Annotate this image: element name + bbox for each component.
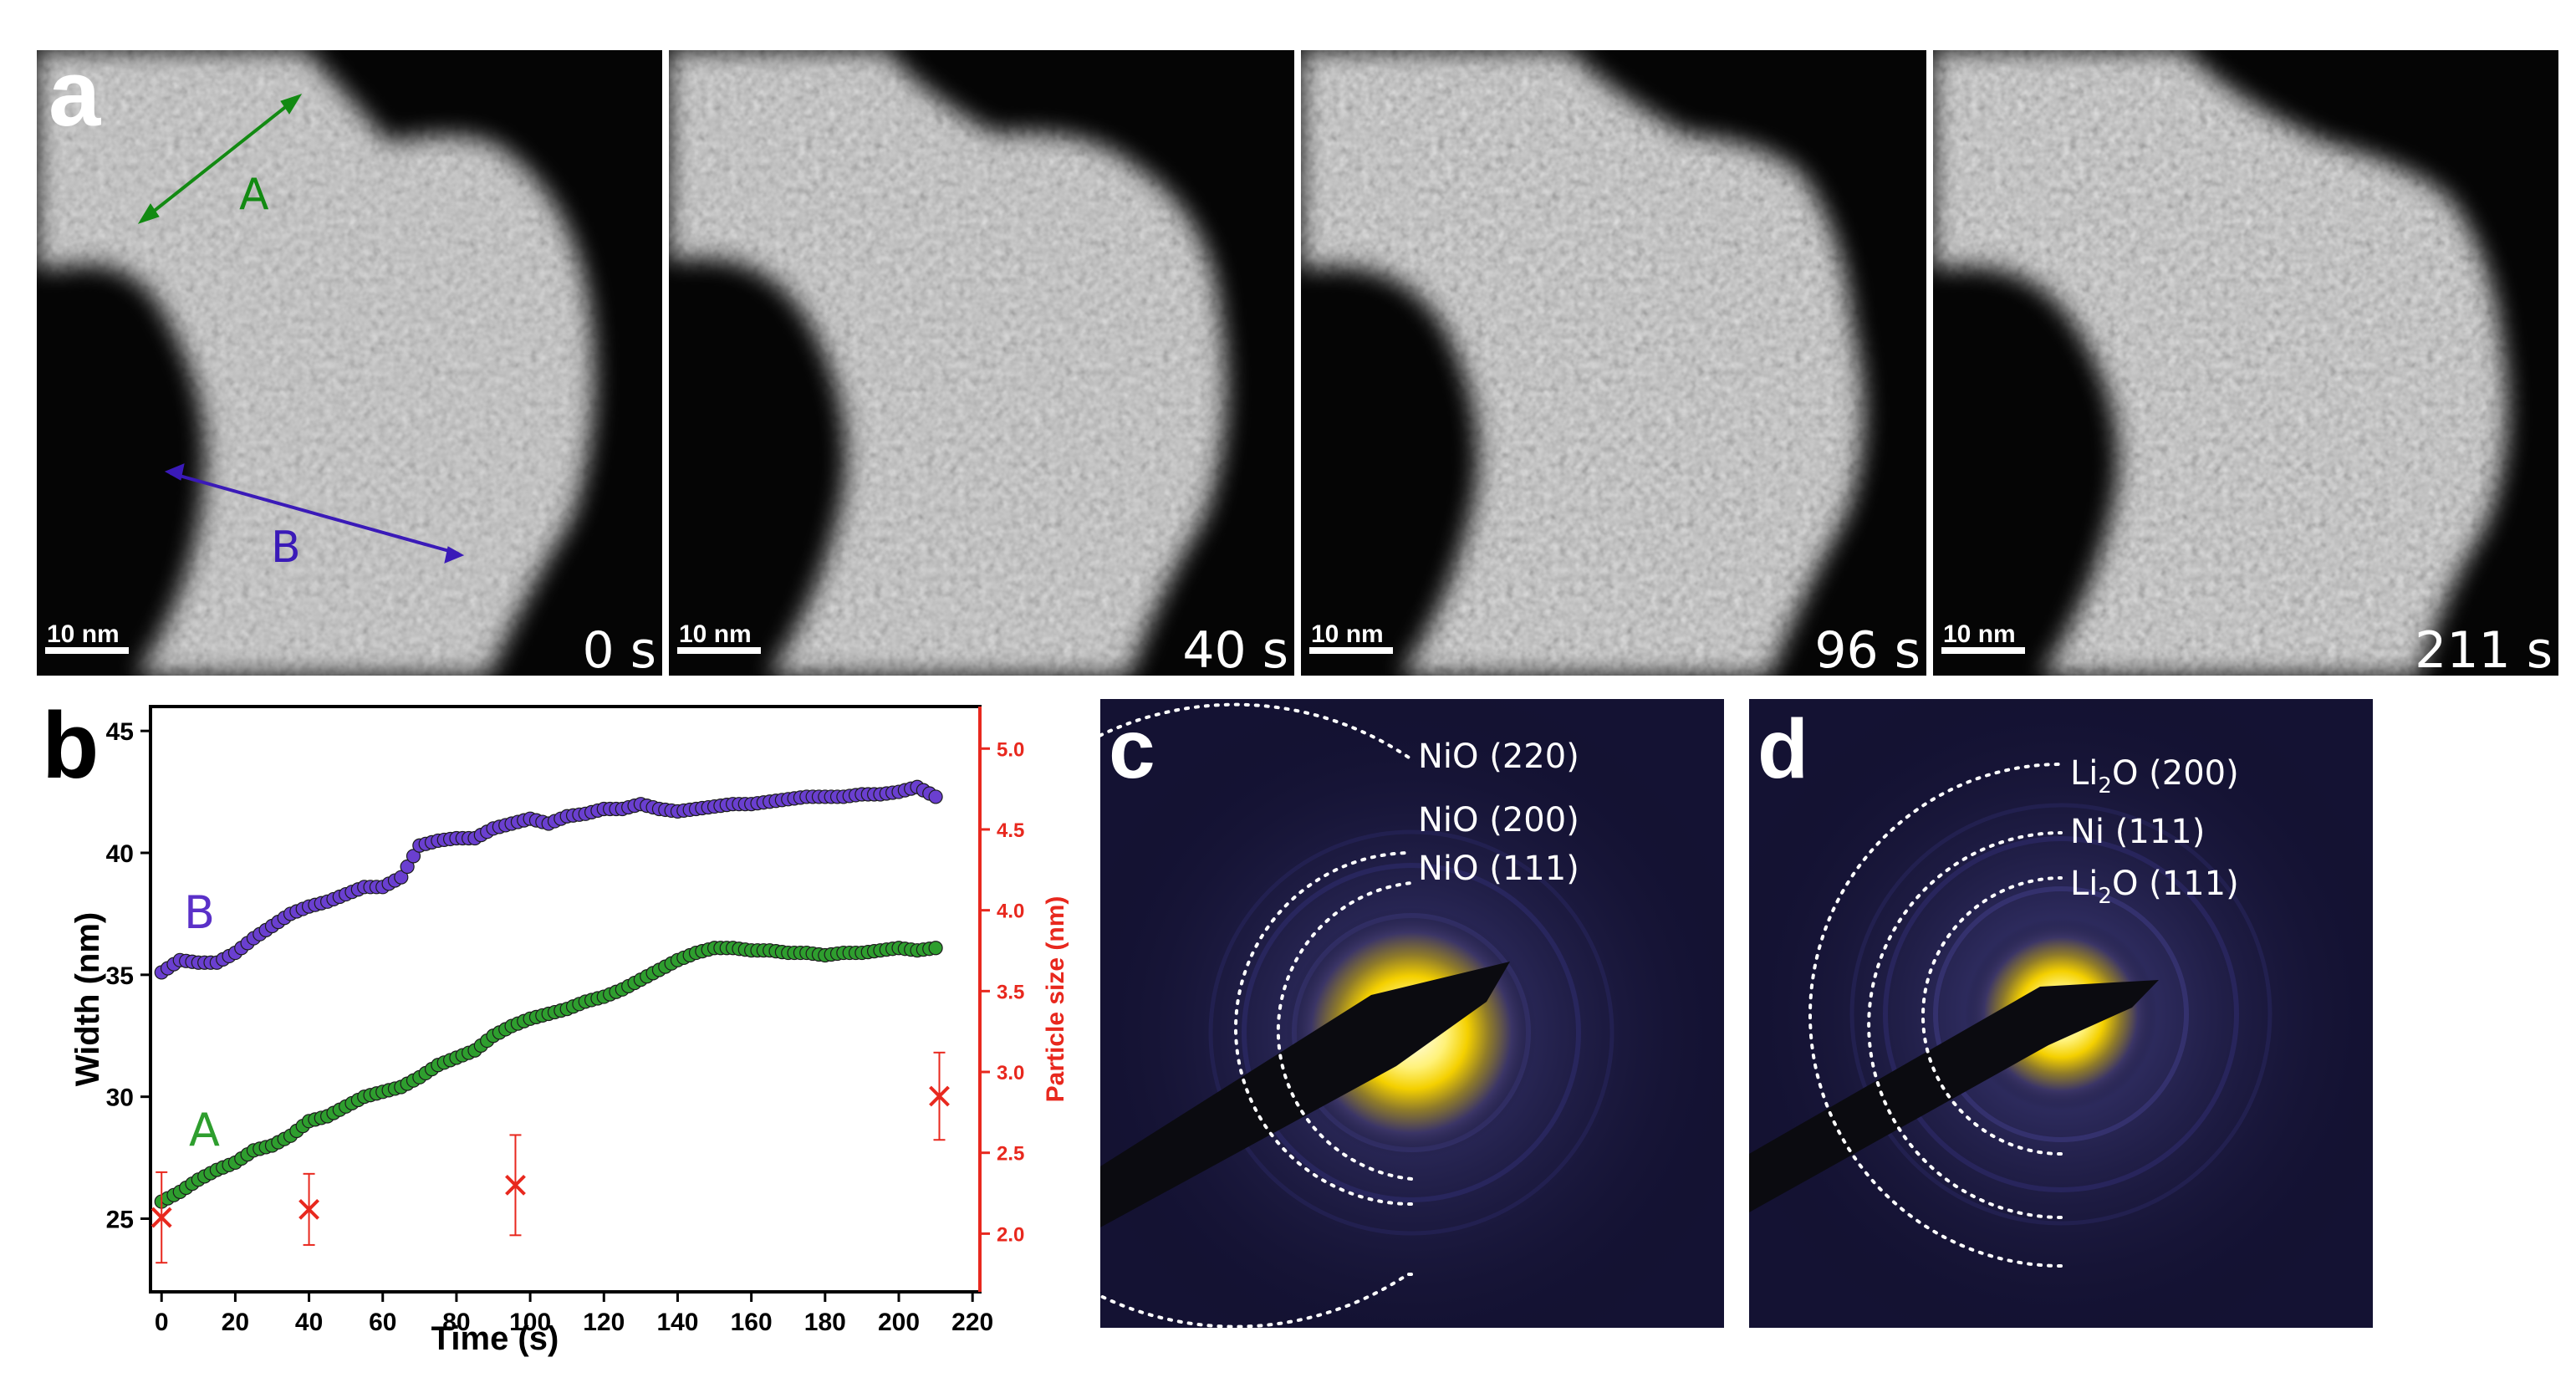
scale-bar: 10 nm <box>677 620 761 654</box>
data-point-b <box>394 870 409 885</box>
series-b-label: B <box>184 886 215 939</box>
ring-label: NiO (220) <box>1418 737 1579 776</box>
beam-stop <box>1749 980 2159 1212</box>
y-tick-label: 40 <box>106 840 134 868</box>
y-axis-left: 25 30 35 40 45 <box>106 718 150 1234</box>
ring-label: Ni (111) <box>2070 813 2205 851</box>
x-tick-label: 80 <box>442 1309 470 1336</box>
data-point-particle-size <box>298 1198 319 1220</box>
arrow-a-label: A <box>239 170 269 220</box>
ring-label: NiO (111) <box>1418 850 1579 888</box>
ring-label: Li2O (111) <box>2070 865 2239 909</box>
x-tick-label: 200 <box>878 1309 920 1336</box>
y-axis-right: 2.0 2.5 3.0 3.5 4.0 4.5 5.0 <box>980 738 1024 1246</box>
panel-a: 10 nm 10 nm 10 nm 10 nm 0 s 40 s 96 s 21… <box>37 41 2558 680</box>
series-particle-size <box>150 1051 950 1264</box>
x-tick-label: 160 <box>731 1309 773 1336</box>
y2-axis-label: Particle size (nm) <box>1042 896 1069 1103</box>
ring-label: Li2O (200) <box>2070 754 2239 799</box>
y2-tick-label: 3.0 <box>997 1062 1024 1084</box>
scale-bar-label: 10 nm <box>1943 620 2016 648</box>
panel-c-diffraction: NiO (220) NiO (200) NiO (111) c <box>1100 699 1724 1328</box>
series-a <box>154 941 943 1209</box>
panel-b-chart: b 0 20 40 60 80 100 120 140 160 180 200 220 25 30 35 4… <box>42 693 1069 1357</box>
x-tick-label: 20 <box>222 1309 249 1336</box>
time-label: 211 s <box>2415 621 2553 680</box>
data-point-particle-size <box>505 1174 526 1196</box>
arrow-b-label: B <box>271 523 301 573</box>
y-tick-label: 35 <box>106 962 134 990</box>
x-tick-label: 100 <box>509 1309 551 1336</box>
tem-frame-0s <box>37 50 662 676</box>
arrow-a <box>137 94 303 224</box>
y2-tick-label: 5.0 <box>997 738 1024 761</box>
x-tick-label: 140 <box>656 1309 698 1336</box>
y2-tick-label: 4.5 <box>997 819 1024 842</box>
scale-bar: 10 nm <box>45 620 129 654</box>
time-label: 96 s <box>1814 621 1921 680</box>
x-axis-label: Time (s) <box>431 1320 559 1357</box>
scale-bar-label: 10 nm <box>1311 620 1384 648</box>
x-tick-label: 180 <box>804 1309 846 1336</box>
y-axis-label: Width (nm) <box>69 912 106 1086</box>
x-tick-label: 60 <box>369 1309 396 1336</box>
ring-label: NiO (200) <box>1418 801 1579 839</box>
y-tick-label: 25 <box>106 1207 134 1234</box>
panel-letter-c: c <box>1109 702 1155 796</box>
time-label: 40 s <box>1182 621 1288 680</box>
time-label: 0 s <box>582 621 656 680</box>
scale-bar: 10 nm <box>1941 620 2025 654</box>
data-point-a <box>928 941 943 956</box>
y-tick-label: 30 <box>106 1084 134 1112</box>
y2-tick-label: 3.5 <box>997 981 1024 1003</box>
panel-letter-b: b <box>42 693 99 798</box>
x-axis: 0 20 40 60 80 100 120 140 160 180 200 220 <box>155 1292 993 1336</box>
y2-tick-label: 2.0 <box>997 1223 1024 1246</box>
panel-d-diffraction: Li2O (200) Ni (111) Li2O (111) d <box>1749 699 2373 1328</box>
y2-tick-label: 2.5 <box>997 1143 1024 1166</box>
data-point-b <box>400 859 415 875</box>
panel-letter-d: d <box>1757 702 1808 796</box>
data-point-b <box>928 789 943 804</box>
panel-letter-a: a <box>48 41 101 145</box>
tem-frame-96s <box>1301 50 1926 676</box>
scale-bar: 10 nm <box>1309 620 1393 654</box>
arrow-b <box>164 463 465 564</box>
tem-frame-40s <box>669 50 1294 676</box>
data-point-particle-size <box>150 1207 172 1228</box>
scale-bar-label: 10 nm <box>679 620 752 648</box>
data-point-particle-size <box>929 1085 950 1107</box>
data-point-b <box>406 849 421 864</box>
y-tick-label: 45 <box>106 718 134 746</box>
beam-stop <box>1100 962 1510 1227</box>
series-b <box>154 779 943 980</box>
scale-bar-label: 10 nm <box>47 620 120 648</box>
series-a-label: A <box>189 1104 220 1156</box>
tem-frame-211s <box>1933 50 2558 676</box>
y2-tick-label: 4.0 <box>997 901 1024 923</box>
x-tick-label: 0 <box>155 1309 169 1336</box>
x-tick-label: 220 <box>951 1309 993 1336</box>
x-tick-label: 120 <box>583 1309 625 1336</box>
x-tick-label: 40 <box>295 1309 323 1336</box>
